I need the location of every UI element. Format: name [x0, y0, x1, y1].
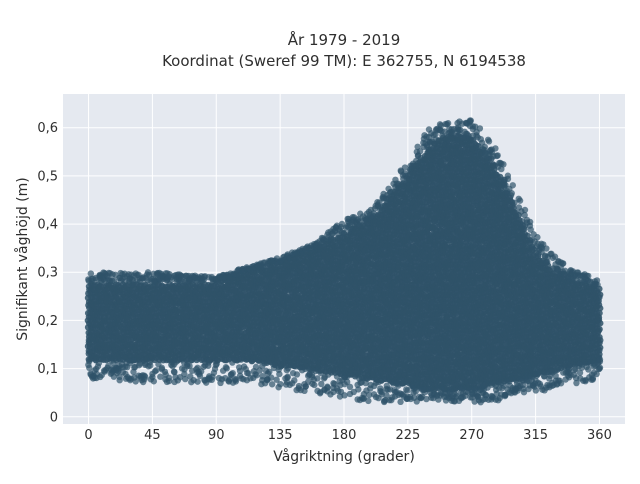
data-point	[151, 378, 157, 384]
data-point	[194, 378, 200, 384]
data-point	[324, 384, 330, 390]
data-point	[365, 398, 371, 404]
data-point	[166, 378, 172, 384]
data-point	[341, 392, 347, 398]
data-point	[359, 395, 365, 401]
data-point	[224, 365, 230, 371]
data-point	[181, 371, 187, 377]
data-point	[230, 370, 236, 376]
data-point	[153, 367, 159, 373]
data-point	[291, 377, 297, 383]
data-point	[314, 375, 320, 381]
data-point	[276, 371, 282, 377]
data-point	[142, 373, 148, 379]
data-point	[318, 381, 324, 387]
data-point	[147, 362, 153, 368]
data-point	[209, 377, 215, 383]
data-point	[397, 399, 403, 405]
data-point	[355, 386, 361, 392]
data-point	[85, 362, 91, 368]
data-point	[294, 371, 300, 377]
data-point	[347, 384, 353, 390]
data-point	[277, 381, 283, 387]
data-point	[171, 368, 177, 374]
data-point	[284, 374, 290, 380]
data-point	[269, 381, 275, 387]
